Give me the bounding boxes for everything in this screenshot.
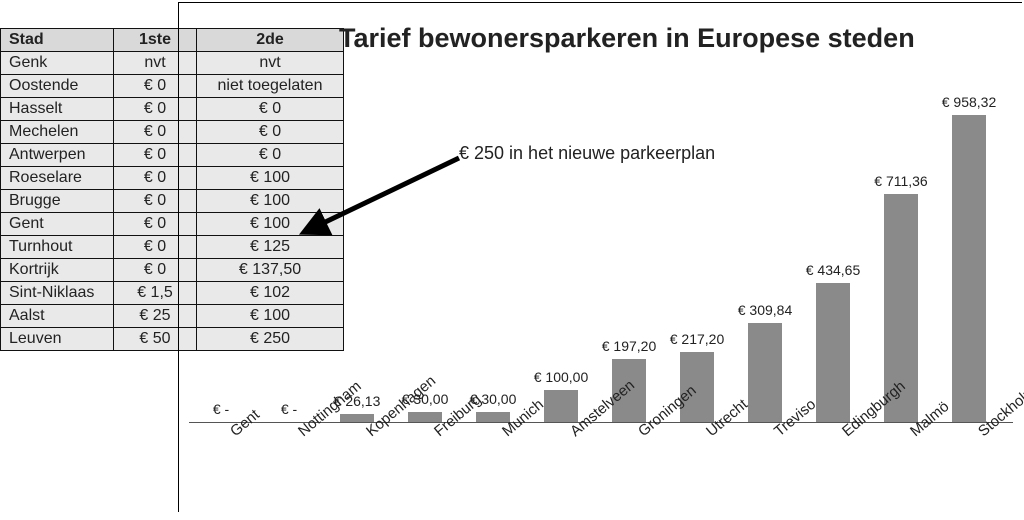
bar-utrecht: € 217,20	[680, 103, 714, 423]
figure-canvas: Stad 1ste 2de GenknvtnvtOostende€ 0niet …	[0, 0, 1024, 520]
bar-stockholm: € 958,32	[952, 103, 986, 423]
table-cell: Sint-Niklaas	[1, 282, 114, 305]
bar	[952, 115, 986, 422]
bar-groningen: € 197,20	[612, 103, 646, 423]
table-cell: Leuven	[1, 328, 114, 351]
chart-title: Tarief bewonersparkeren in Europese sted…	[339, 23, 915, 54]
table-cell: Brugge	[1, 190, 114, 213]
table-cell: Kortrijk	[1, 259, 114, 282]
table-cell: Antwerpen	[1, 144, 114, 167]
bar-edingburgh: € 434,65	[816, 103, 850, 423]
table-cell: Turnhout	[1, 236, 114, 259]
table-cell: Gent	[1, 213, 114, 236]
bar	[544, 390, 578, 422]
bar-malmö: € 711,36	[884, 103, 918, 423]
table-cell: Roeselare	[1, 167, 114, 190]
bar-value-label: € 217,20	[637, 331, 757, 347]
chart-panel: Tarief bewonersparkeren in Europese sted…	[178, 2, 1022, 512]
table-cell: Genk	[1, 52, 114, 75]
bar	[748, 323, 782, 422]
bar-value-label: € 958,32	[909, 94, 1024, 110]
bar-value-label: € 711,36	[841, 173, 961, 189]
table-cell: Mechelen	[1, 121, 114, 144]
bar-value-label: € 100,00	[501, 369, 621, 385]
plot-area: € -€ -€ 26,13€ 30,00€ 30,00€ 100,00€ 197…	[189, 103, 1013, 423]
bar-value-label: € 309,84	[705, 302, 825, 318]
bar-gent: € -	[204, 103, 238, 423]
bar-amstelveen: € 100,00	[544, 103, 578, 423]
table-cell: Oostende	[1, 75, 114, 98]
table-cell: Aalst	[1, 305, 114, 328]
bar	[816, 283, 850, 422]
table-cell: Hasselt	[1, 98, 114, 121]
bar-kopenhagen: € 26,13	[340, 103, 374, 423]
bar-nottingham: € -	[272, 103, 306, 423]
col-stad: Stad	[1, 29, 114, 52]
bar-value-label: € 434,65	[773, 262, 893, 278]
